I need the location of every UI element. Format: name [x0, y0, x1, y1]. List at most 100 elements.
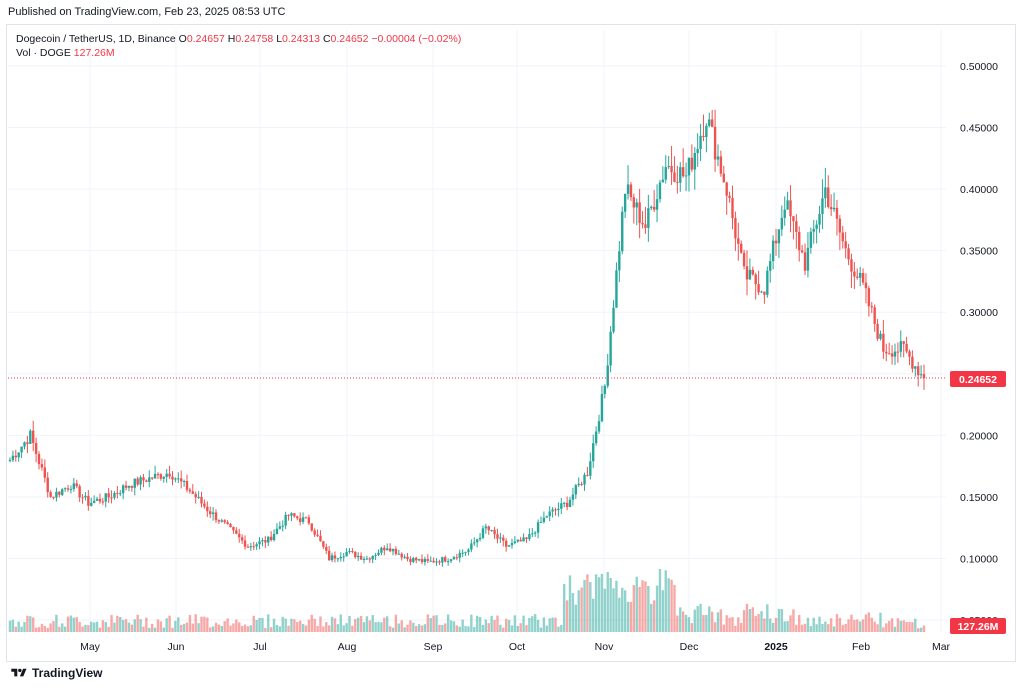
candle-body	[252, 546, 255, 548]
volume-bar	[594, 574, 598, 632]
volume-bar	[23, 621, 26, 632]
candle-body	[551, 509, 554, 512]
candle-body	[229, 524, 232, 528]
candle-body	[449, 559, 453, 562]
volume-bar	[203, 616, 206, 632]
candle-body	[522, 537, 525, 542]
volume-bar	[626, 601, 630, 632]
volume-bar	[275, 625, 279, 632]
volume-bar	[232, 623, 235, 632]
candle-body	[29, 430, 32, 444]
candle-body	[458, 552, 461, 558]
candle-body	[612, 307, 615, 332]
volume-bar	[638, 586, 641, 632]
volume-bar	[510, 625, 514, 632]
candle-body	[856, 276, 859, 278]
candle-body	[841, 232, 844, 242]
volume-bar	[499, 624, 502, 632]
candle-body	[519, 539, 522, 542]
candle-body	[475, 539, 479, 543]
volume-bar	[55, 614, 58, 632]
candle-body	[597, 421, 601, 432]
volume-bar	[29, 616, 32, 632]
volume-bar	[800, 624, 804, 632]
candle-body	[75, 483, 78, 487]
candle-body	[557, 508, 560, 511]
legend-high: 0.24758	[235, 33, 274, 45]
candle-body	[621, 211, 624, 252]
candle-body	[504, 540, 508, 547]
volume-bar	[223, 621, 226, 632]
candle-body	[214, 512, 218, 521]
candle-body	[916, 366, 920, 376]
candle-body	[745, 266, 749, 280]
volume-bars	[8, 569, 926, 632]
volume-bar	[821, 623, 824, 632]
volume-bar	[528, 617, 531, 632]
candle-body	[272, 533, 276, 541]
candle-body	[46, 477, 49, 493]
candle-body	[240, 537, 244, 541]
volume-bar	[313, 618, 316, 632]
x-tick-label: 2025	[764, 641, 788, 653]
volume-bar	[557, 626, 560, 632]
x-tick-label: May	[80, 641, 101, 653]
candle-body	[23, 442, 26, 447]
volume-bar	[95, 621, 99, 632]
volume-label: Vol · DOGE	[16, 47, 71, 59]
candle-body	[400, 553, 403, 558]
volume-bar	[597, 577, 601, 632]
volume-bar	[876, 624, 879, 632]
candle-body	[467, 549, 470, 552]
candle-body	[304, 517, 308, 519]
candle-body	[838, 218, 842, 233]
volume-bar	[513, 615, 517, 632]
volume-bar	[867, 612, 871, 632]
candle-body	[464, 551, 467, 553]
volume-bar	[902, 620, 905, 632]
candle-body	[211, 512, 215, 515]
volume-bar	[101, 620, 105, 632]
volume-bar	[307, 619, 311, 632]
candle-body	[867, 288, 871, 307]
candle-body	[339, 557, 342, 559]
volume-bar	[394, 614, 398, 632]
volume-bar	[771, 622, 775, 632]
x-tick-label: Nov	[595, 641, 614, 653]
volume-bar	[429, 618, 432, 632]
candle-body	[684, 175, 688, 177]
candle-body	[609, 331, 612, 366]
volume-bar	[864, 614, 868, 632]
candle-body	[98, 498, 102, 502]
volume-bar	[545, 625, 548, 632]
candle-body	[618, 251, 621, 271]
candle-body	[121, 485, 125, 494]
volume-bar	[592, 598, 595, 632]
volume-bar	[708, 606, 711, 632]
volume-bar	[702, 615, 705, 632]
candle-body	[594, 431, 598, 444]
volume-bar	[449, 620, 453, 632]
candle-body	[679, 167, 682, 183]
volume-bar	[763, 618, 766, 632]
candle-body	[319, 535, 322, 542]
footer-brand[interactable]: TradingView	[10, 666, 102, 680]
candle-body	[182, 480, 186, 482]
candle-body	[298, 518, 302, 522]
volume-bar	[113, 622, 116, 632]
candle-body	[615, 270, 618, 308]
candle-body	[52, 496, 55, 498]
candle-body	[104, 493, 107, 502]
volume-bar	[316, 625, 319, 632]
candle-body	[496, 534, 499, 539]
candle-body	[531, 533, 534, 535]
candle-body	[287, 514, 290, 516]
candle-body	[87, 495, 90, 506]
candle-body	[725, 182, 728, 196]
volume-bar	[148, 627, 151, 632]
volume-bar	[455, 625, 459, 632]
candle-body	[90, 502, 93, 506]
volume-bar	[542, 617, 546, 632]
volume-bar	[136, 614, 139, 632]
